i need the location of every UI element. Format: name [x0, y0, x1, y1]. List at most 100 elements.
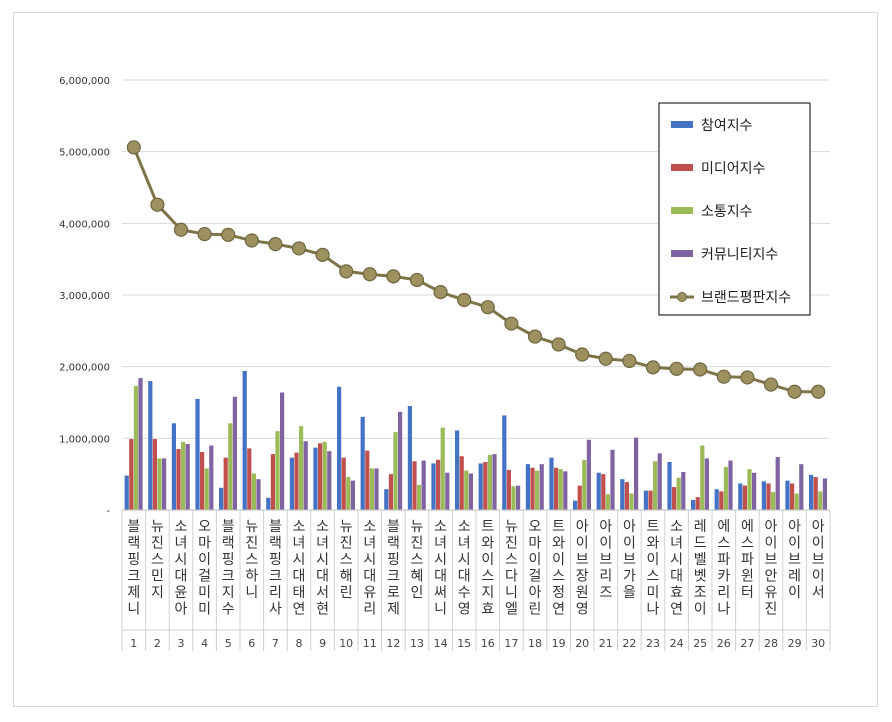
brand-index-line [126, 140, 826, 399]
point-브랜드평판지수-2 [150, 197, 165, 212]
bar-참여지수-7 [266, 497, 271, 510]
bar-참여지수-21 [596, 472, 601, 510]
bar-커뮤니티지수-25 [704, 458, 709, 510]
bar-참여지수-25 [691, 499, 696, 510]
bar-미디어지수-29 [790, 483, 795, 510]
bar-커뮤니티지수-24 [681, 472, 686, 510]
bar-소통지수-28 [771, 492, 776, 510]
point-브랜드평판지수-7 [268, 237, 283, 252]
bar-미디어지수-21 [601, 474, 606, 510]
rank-label: 1 [130, 637, 137, 650]
bar-참여지수-14 [431, 463, 436, 510]
bar-참여지수-20 [573, 500, 578, 510]
point-브랜드평판지수-28 [763, 377, 779, 392]
legend-label: 커뮤니티지수 [701, 247, 778, 263]
bar-커뮤니티지수-17 [516, 485, 521, 510]
bar-소통지수-15 [464, 470, 469, 510]
legend-swatch [670, 292, 694, 302]
bar-소통지수-12 [393, 431, 398, 510]
bar-참여지수-6 [242, 370, 247, 510]
rank-label: 6 [248, 637, 255, 650]
y-tick-label: 3,000,000 [59, 291, 110, 302]
point-브랜드평판지수-27 [740, 370, 755, 385]
y-tick-label: 1,000,000 [59, 434, 110, 445]
point-브랜드평판지수-21 [598, 351, 613, 366]
point-브랜드평판지수-22 [622, 353, 637, 369]
bar-미디어지수-26 [719, 491, 724, 510]
bar-소통지수-5 [228, 423, 233, 510]
bars [124, 370, 827, 510]
rank-label: 22 [622, 637, 636, 650]
point-브랜드평판지수-19 [551, 337, 566, 352]
rank-label: 23 [646, 637, 660, 650]
bar-참여지수-11 [360, 416, 365, 510]
rank-label: 19 [552, 637, 566, 650]
bar-미디어지수-17 [506, 469, 511, 510]
legend-swatch [671, 250, 693, 257]
bar-커뮤니티지수-7 [280, 392, 285, 510]
bar-미디어지수-3 [176, 449, 181, 510]
bar-소통지수-17 [511, 486, 516, 510]
point-브랜드평판지수-9 [315, 247, 330, 262]
bar-커뮤니티지수-16 [492, 454, 497, 510]
bar-참여지수-28 [761, 481, 766, 510]
brand-reputation-chart: - 1,000,000 2,000,000 3,000,000 4,000,000 5,0… [59, 76, 831, 651]
bar-커뮤니티지수-19 [563, 471, 568, 510]
bar-커뮤니티지수-10 [350, 480, 355, 510]
bar-참여지수-26 [714, 489, 719, 510]
bar-소통지수-10 [346, 477, 351, 510]
bar-참여지수-22 [620, 479, 625, 510]
bar-커뮤니티지수-29 [799, 464, 804, 510]
bar-소통지수-23 [653, 461, 658, 510]
bar-미디어지수-7 [270, 454, 275, 510]
point-브랜드평판지수-20 [575, 347, 590, 362]
rank-label: 12 [386, 637, 400, 650]
bar-소통지수-7 [275, 431, 280, 510]
bar-미디어지수-30 [813, 477, 818, 510]
y-tick-label: - [106, 506, 110, 517]
bar-소통지수-1 [133, 386, 138, 510]
point-브랜드평판지수-12 [386, 269, 401, 284]
bar-소통지수-9 [322, 441, 327, 510]
rank-label: 30 [811, 637, 825, 650]
y-axis-ticks: - 1,000,000 2,000,000 3,000,000 4,000,000 5,0… [59, 76, 110, 517]
point-브랜드평판지수-13 [409, 272, 425, 288]
bar-소통지수-3 [181, 441, 186, 510]
rank-label: 8 [296, 637, 303, 650]
point-브랜드평판지수-23 [645, 360, 661, 375]
bar-소통지수-22 [629, 493, 634, 510]
bar-참여지수-5 [219, 487, 224, 510]
rank-label: 26 [717, 637, 731, 650]
bar-참여지수-18 [525, 464, 530, 510]
bar-소통지수-20 [582, 459, 587, 510]
bar-커뮤니티지수-18 [539, 464, 544, 510]
rank-label: 7 [272, 637, 279, 650]
bar-미디어지수-4 [200, 451, 205, 510]
bar-커뮤니티지수-15 [468, 473, 473, 510]
bar-미디어지수-18 [530, 467, 535, 510]
point-브랜드평판지수-1 [126, 140, 141, 155]
rank-label: 3 [178, 637, 185, 650]
bar-참여지수-27 [738, 483, 743, 510]
bar-커뮤니티지수-27 [752, 472, 757, 510]
bar-소통지수-26 [723, 467, 728, 510]
point-브랜드평판지수-8 [291, 241, 307, 256]
bar-소통지수-27 [747, 469, 752, 510]
rank-label: 4 [201, 637, 208, 650]
bar-참여지수-24 [667, 461, 672, 510]
bar-참여지수-4 [195, 398, 200, 510]
